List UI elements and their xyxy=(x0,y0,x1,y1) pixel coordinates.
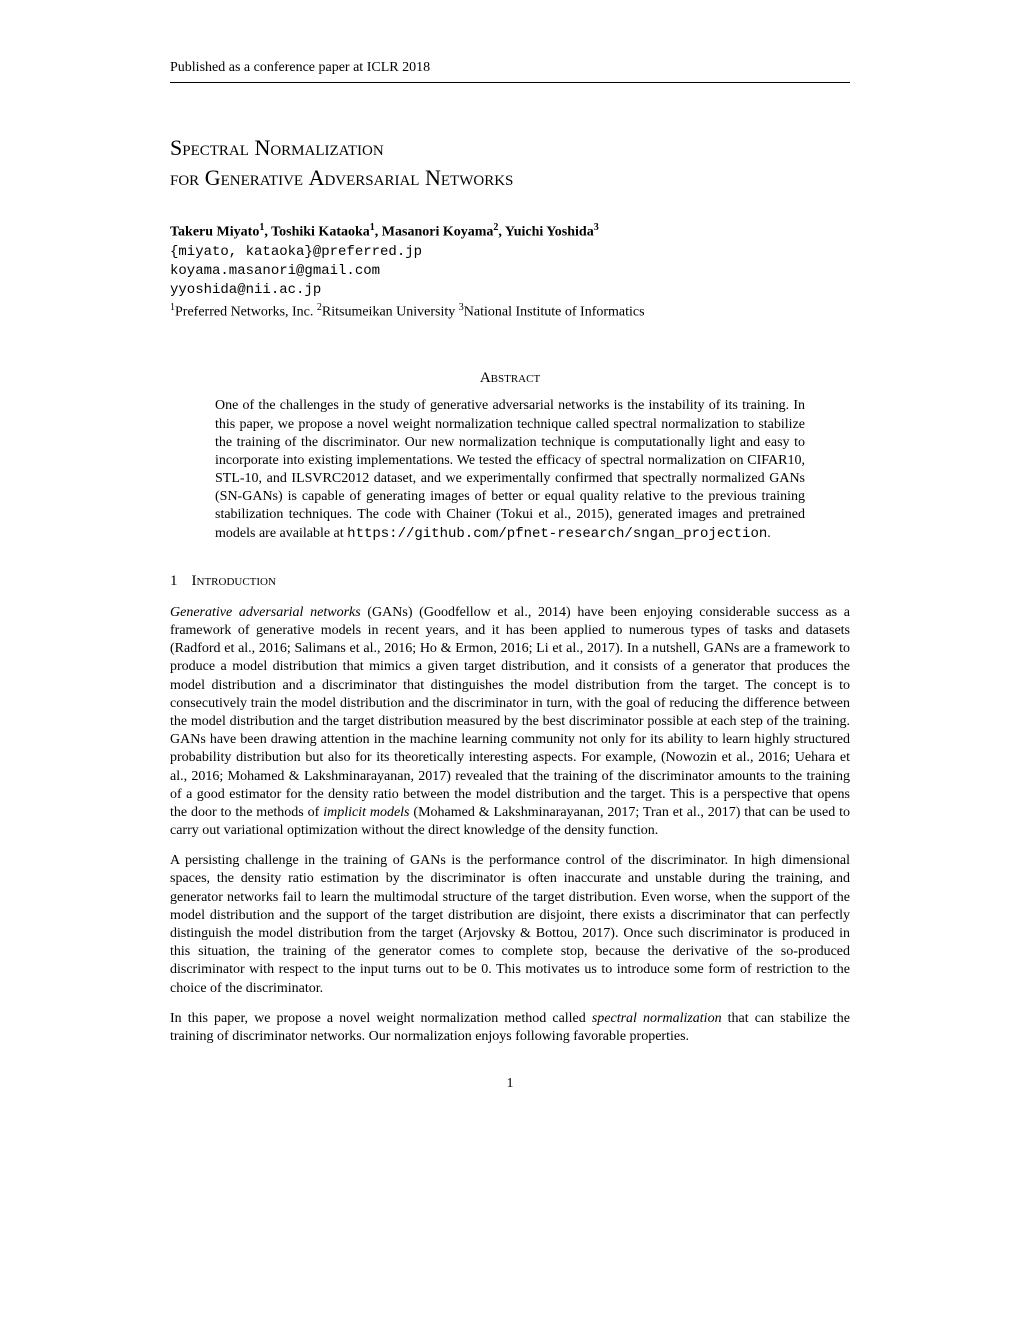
abstract-body: One of the challenges in the study of ge… xyxy=(215,397,805,543)
author-4: Yuichi Yoshida xyxy=(505,225,594,240)
paper-title: Spectral Normalization for Generative Ad… xyxy=(170,133,850,192)
author-3: Masanori Koyama xyxy=(382,225,494,240)
author-2: Toshiki Kataoka xyxy=(271,225,370,240)
author-line: Takeru Miyato1, Toshiki Kataoka1, Masano… xyxy=(170,222,850,241)
page: Published as a conference paper at ICLR … xyxy=(0,0,1020,1132)
title-line-2: for Generative Adversarial Networks xyxy=(170,165,513,190)
section-1-heading: 1Introduction xyxy=(170,573,850,590)
venue-header: Published as a conference paper at ICLR … xyxy=(170,60,850,83)
title-line-1: Spectral Normalization xyxy=(170,135,384,160)
author-1: Takeru Miyato xyxy=(170,225,259,240)
abstract-heading: Abstract xyxy=(170,370,850,387)
intro-paragraph-2: A persisting challenge in the training o… xyxy=(170,852,850,998)
email-line-2: koyama.masanori@gmail.com xyxy=(170,262,850,281)
email-line-1: {miyato, kataoka}@preferred.jp xyxy=(170,243,850,262)
intro-paragraph-1: Generative adversarial networks (GANs) (… xyxy=(170,604,850,840)
intro-paragraph-3: In this paper, we propose a novel weight… xyxy=(170,1010,850,1046)
email-line-3: yyoshida@nii.ac.jp xyxy=(170,281,850,300)
affiliations: 1Preferred Networks, Inc. 2Ritsumeikan U… xyxy=(170,302,850,321)
author-emails: {miyato, kataoka}@preferred.jp koyama.ma… xyxy=(170,243,850,300)
code-url: https://github.com/pfnet-research/sngan_… xyxy=(347,526,767,542)
page-number: 1 xyxy=(170,1076,850,1092)
